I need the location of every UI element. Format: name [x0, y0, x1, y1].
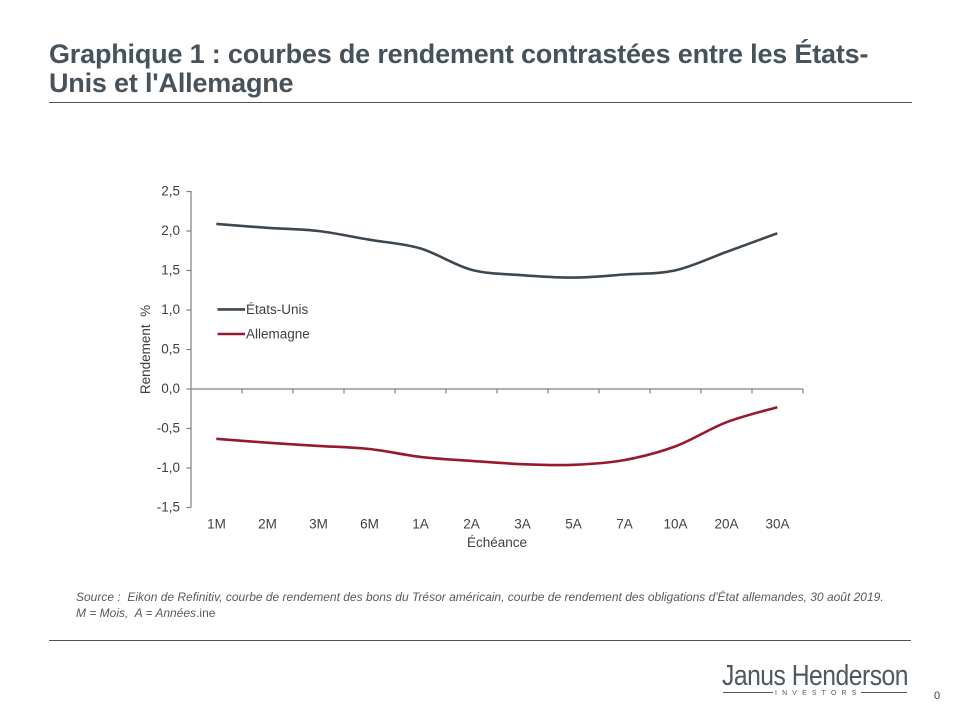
- svg-text:6M: 6M: [360, 517, 379, 532]
- svg-text:-1,0: -1,0: [157, 460, 180, 475]
- svg-text:États-Unis: États-Unis: [246, 302, 309, 317]
- svg-text:1A: 1A: [412, 517, 429, 532]
- svg-text:-1,5: -1,5: [157, 500, 180, 515]
- svg-text:2,0: 2,0: [161, 223, 180, 238]
- svg-text:2,5: 2,5: [161, 184, 180, 199]
- svg-text:1,0: 1,0: [161, 302, 180, 317]
- svg-text:-0,5: -0,5: [157, 421, 180, 436]
- svg-text:0,5: 0,5: [161, 342, 180, 357]
- svg-text:Rendement %: Rendement %: [138, 305, 153, 394]
- svg-text:Échéance: Échéance: [467, 535, 527, 550]
- svg-text:0,0: 0,0: [161, 381, 180, 396]
- svg-text:3M: 3M: [309, 517, 328, 532]
- svg-text:10A: 10A: [663, 517, 687, 532]
- svg-text:1M: 1M: [207, 517, 226, 532]
- svg-text:1,5: 1,5: [161, 263, 180, 278]
- svg-text:30A: 30A: [765, 517, 789, 532]
- svg-text:Allemagne: Allemagne: [246, 327, 310, 342]
- svg-text:20A: 20A: [714, 517, 738, 532]
- svg-text:7A: 7A: [616, 517, 633, 532]
- svg-text:5A: 5A: [565, 517, 582, 532]
- svg-text:2M: 2M: [258, 517, 277, 532]
- svg-text:3A: 3A: [514, 517, 531, 532]
- svg-text:2A: 2A: [463, 517, 480, 532]
